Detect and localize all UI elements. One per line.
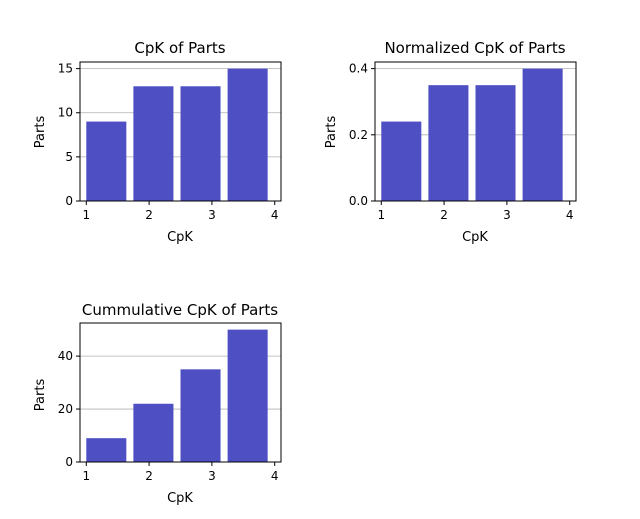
chart-cummulative-cpk-of-parts: Cummulative CpK of Parts CpK Parts 1 2 3 40…: [33, 301, 282, 506]
y-axis-label: Parts: [324, 116, 339, 149]
y-tick-label: 15: [58, 62, 73, 76]
bar-1: [86, 121, 127, 201]
x-tick-label: 2: [145, 469, 153, 483]
y-tick-label: 5: [65, 150, 73, 164]
bar-4: [227, 329, 268, 462]
x-axis-label: CpK: [462, 230, 488, 245]
x-tick-label: 2: [145, 208, 153, 222]
x-tick-label: 1: [82, 208, 90, 222]
bar-2: [428, 85, 469, 201]
chart-title: CpK of Parts: [134, 39, 225, 57]
bar-3: [180, 86, 221, 201]
x-tick-label: 1: [82, 469, 90, 483]
x-tick-label: 2: [440, 208, 448, 222]
y-tick-label: 0.4: [349, 62, 368, 76]
x-tick-label: 3: [208, 469, 216, 483]
x-tick-label: 3: [503, 208, 511, 222]
bar-2: [133, 403, 174, 462]
axes-frame: [374, 61, 577, 202]
chart-title: Normalized CpK of Parts: [384, 39, 565, 57]
bar-4: [227, 68, 268, 201]
y-tick-label: 0.2: [349, 128, 368, 142]
y-tick-label: 0: [65, 194, 73, 208]
y-tick-label: 40: [58, 349, 73, 363]
y-tick-label: 0.0: [349, 194, 368, 208]
bar-1: [381, 121, 422, 201]
bar-1: [86, 438, 127, 462]
y-axis-label: Parts: [33, 116, 48, 149]
x-tick-label: 4: [271, 208, 279, 222]
x-tick-label: 3: [208, 208, 216, 222]
chart-title: Cummulative CpK of Parts: [82, 301, 278, 319]
axes-frame: [79, 322, 282, 463]
x-tick-label: 4: [566, 208, 574, 222]
y-axis-label: Parts: [33, 379, 48, 412]
y-tick-label: 10: [58, 106, 73, 120]
chart-normalized-cpk-of-parts: Normalized CpK of Parts CpK Parts 1 2 3 4 0.…: [324, 39, 577, 245]
x-axis-label: CpK: [167, 491, 193, 506]
x-tick-label: 4: [271, 469, 279, 483]
chart-cpk-of-parts: CpK of Parts CpK Parts 1 2 3 4 0 5 10 15: [33, 39, 282, 245]
y-tick-label: 20: [58, 402, 73, 416]
x-tick-label: 1: [377, 208, 385, 222]
bar-4: [522, 68, 563, 201]
bar-2: [133, 86, 174, 201]
bar-3: [180, 369, 221, 462]
y-tick-label: 0: [65, 455, 73, 469]
bar-3: [475, 85, 516, 201]
x-axis-label: CpK: [167, 230, 193, 245]
axes-frame: [79, 61, 282, 202]
